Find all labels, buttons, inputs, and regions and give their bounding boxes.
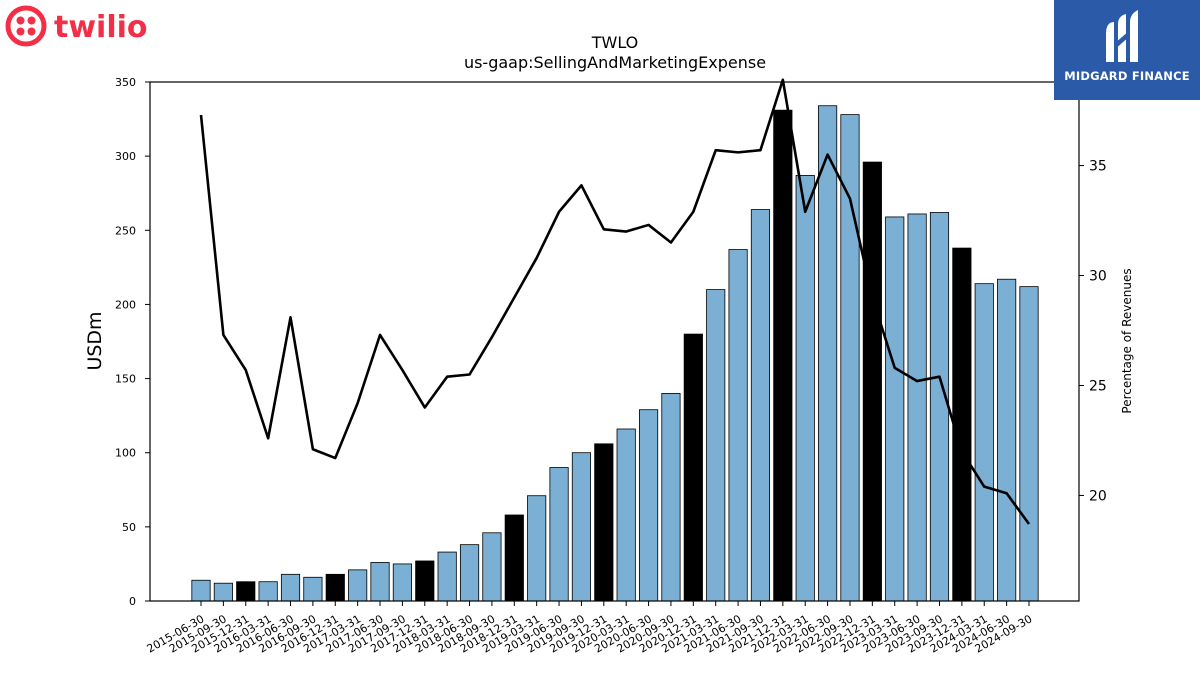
y2-tick-label: 25 (1089, 378, 1107, 394)
y-tick-label: 200 (115, 298, 136, 311)
midgard-finance-logo: MIDGARD FINANCE (1054, 0, 1200, 100)
percentage-line (199, 78, 1031, 525)
bar (795, 175, 815, 602)
bar (997, 278, 1017, 602)
bar (862, 161, 882, 602)
bar (773, 109, 793, 602)
bar (437, 551, 457, 602)
y2-axis-label: Percentage of Revenues (1120, 268, 1134, 413)
y-tick-label: 350 (115, 76, 136, 89)
bar (325, 573, 345, 602)
y-tick-label: 250 (115, 224, 136, 237)
bar (459, 544, 480, 602)
bar (236, 581, 256, 602)
bar (885, 216, 905, 602)
bar (370, 562, 390, 602)
bar (818, 105, 838, 602)
y2-tick-label: 30 (1089, 269, 1107, 285)
y-tick-label: 300 (115, 150, 136, 163)
bar (683, 333, 703, 602)
y-axis-label: USDm (84, 311, 106, 370)
bar (1019, 286, 1039, 602)
bar (952, 247, 972, 602)
y-axis-left: 0 50 100 150 200 250 300 350 (115, 76, 150, 608)
bar (303, 576, 323, 602)
midgard-logo-text: MIDGARD FINANCE (1064, 69, 1190, 83)
bar (616, 428, 636, 602)
y-tick-label: 150 (115, 373, 136, 386)
bar (258, 581, 278, 602)
bar (504, 514, 524, 602)
y-tick-label: 50 (122, 521, 136, 534)
bar (280, 573, 301, 602)
chart-subtitle: us-gaap:SellingAndMarketingExpense (464, 53, 766, 72)
bar (213, 582, 233, 602)
bar (706, 289, 726, 602)
bar (392, 563, 412, 602)
line-series (199, 78, 1031, 525)
twilio-logo-icon (5, 5, 47, 47)
bar-series (191, 105, 1039, 602)
midgard-logo-icon (1106, 10, 1138, 62)
bar (549, 467, 569, 602)
plot-frame (149, 81, 1080, 602)
bar (974, 283, 994, 602)
bar (191, 579, 211, 602)
bar (661, 392, 681, 602)
bar (527, 495, 547, 602)
bar (571, 452, 592, 602)
twilio-logo: twilio (4, 4, 154, 50)
bar (482, 532, 502, 602)
bar (907, 213, 927, 602)
y2-tick-label: 35 (1089, 159, 1107, 175)
bar (728, 249, 748, 602)
svg-text:twilio: twilio (54, 10, 148, 45)
bar (594, 443, 614, 602)
x-axis: 2015-06-302015-09-302015-12-312016-03-31… (145, 601, 1035, 656)
y-axis-right: 20 25 30 35 (1079, 159, 1107, 504)
bar (929, 212, 950, 602)
y2-tick-label: 20 (1089, 488, 1107, 504)
y-tick-label: 0 (129, 595, 136, 608)
bar (638, 409, 659, 602)
bar (415, 560, 435, 602)
y-tick-label: 100 (115, 447, 136, 460)
bar (348, 569, 368, 602)
bar (750, 209, 771, 602)
chart-title: TWLO (591, 33, 639, 52)
